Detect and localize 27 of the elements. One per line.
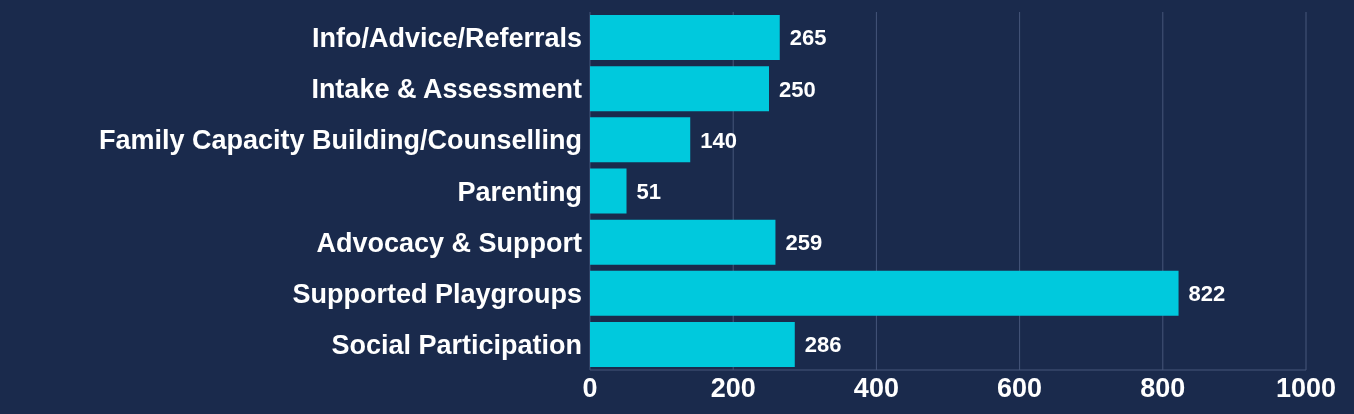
data-label: 51: [636, 178, 661, 204]
bar: [590, 15, 780, 61]
data-label: 822: [1188, 281, 1226, 307]
x-tick-label: 400: [853, 373, 899, 404]
data-label: 140: [700, 127, 737, 153]
data-label: 286: [804, 332, 842, 358]
x-tick-label: 800: [1140, 373, 1186, 404]
x-tick-label: 600: [997, 373, 1043, 404]
y-tick-label: Social Participation: [331, 330, 582, 361]
bar: [590, 66, 769, 112]
y-tick-label: Supported Playgroups: [292, 278, 582, 309]
bar: [590, 117, 691, 163]
y-tick-label: Advocacy & Support: [316, 227, 583, 258]
bar: [590, 219, 776, 265]
y-tick-label: Family Capacity Building/Counselling: [98, 125, 582, 156]
data-label: 259: [785, 229, 823, 255]
bar: [590, 168, 627, 214]
x-tick-label: 200: [710, 373, 756, 404]
x-tick-label: 0: [582, 373, 598, 404]
data-label: 265: [789, 25, 827, 51]
y-tick-label: Parenting: [457, 176, 582, 207]
bar: [590, 270, 1179, 316]
x-tick-label: 1000: [1275, 373, 1337, 404]
y-tick-label: Intake & Assessment: [311, 74, 582, 105]
y-tick-label: Info/Advice/Referrals: [311, 23, 582, 54]
bar: [590, 321, 795, 367]
data-label: 250: [779, 76, 816, 102]
